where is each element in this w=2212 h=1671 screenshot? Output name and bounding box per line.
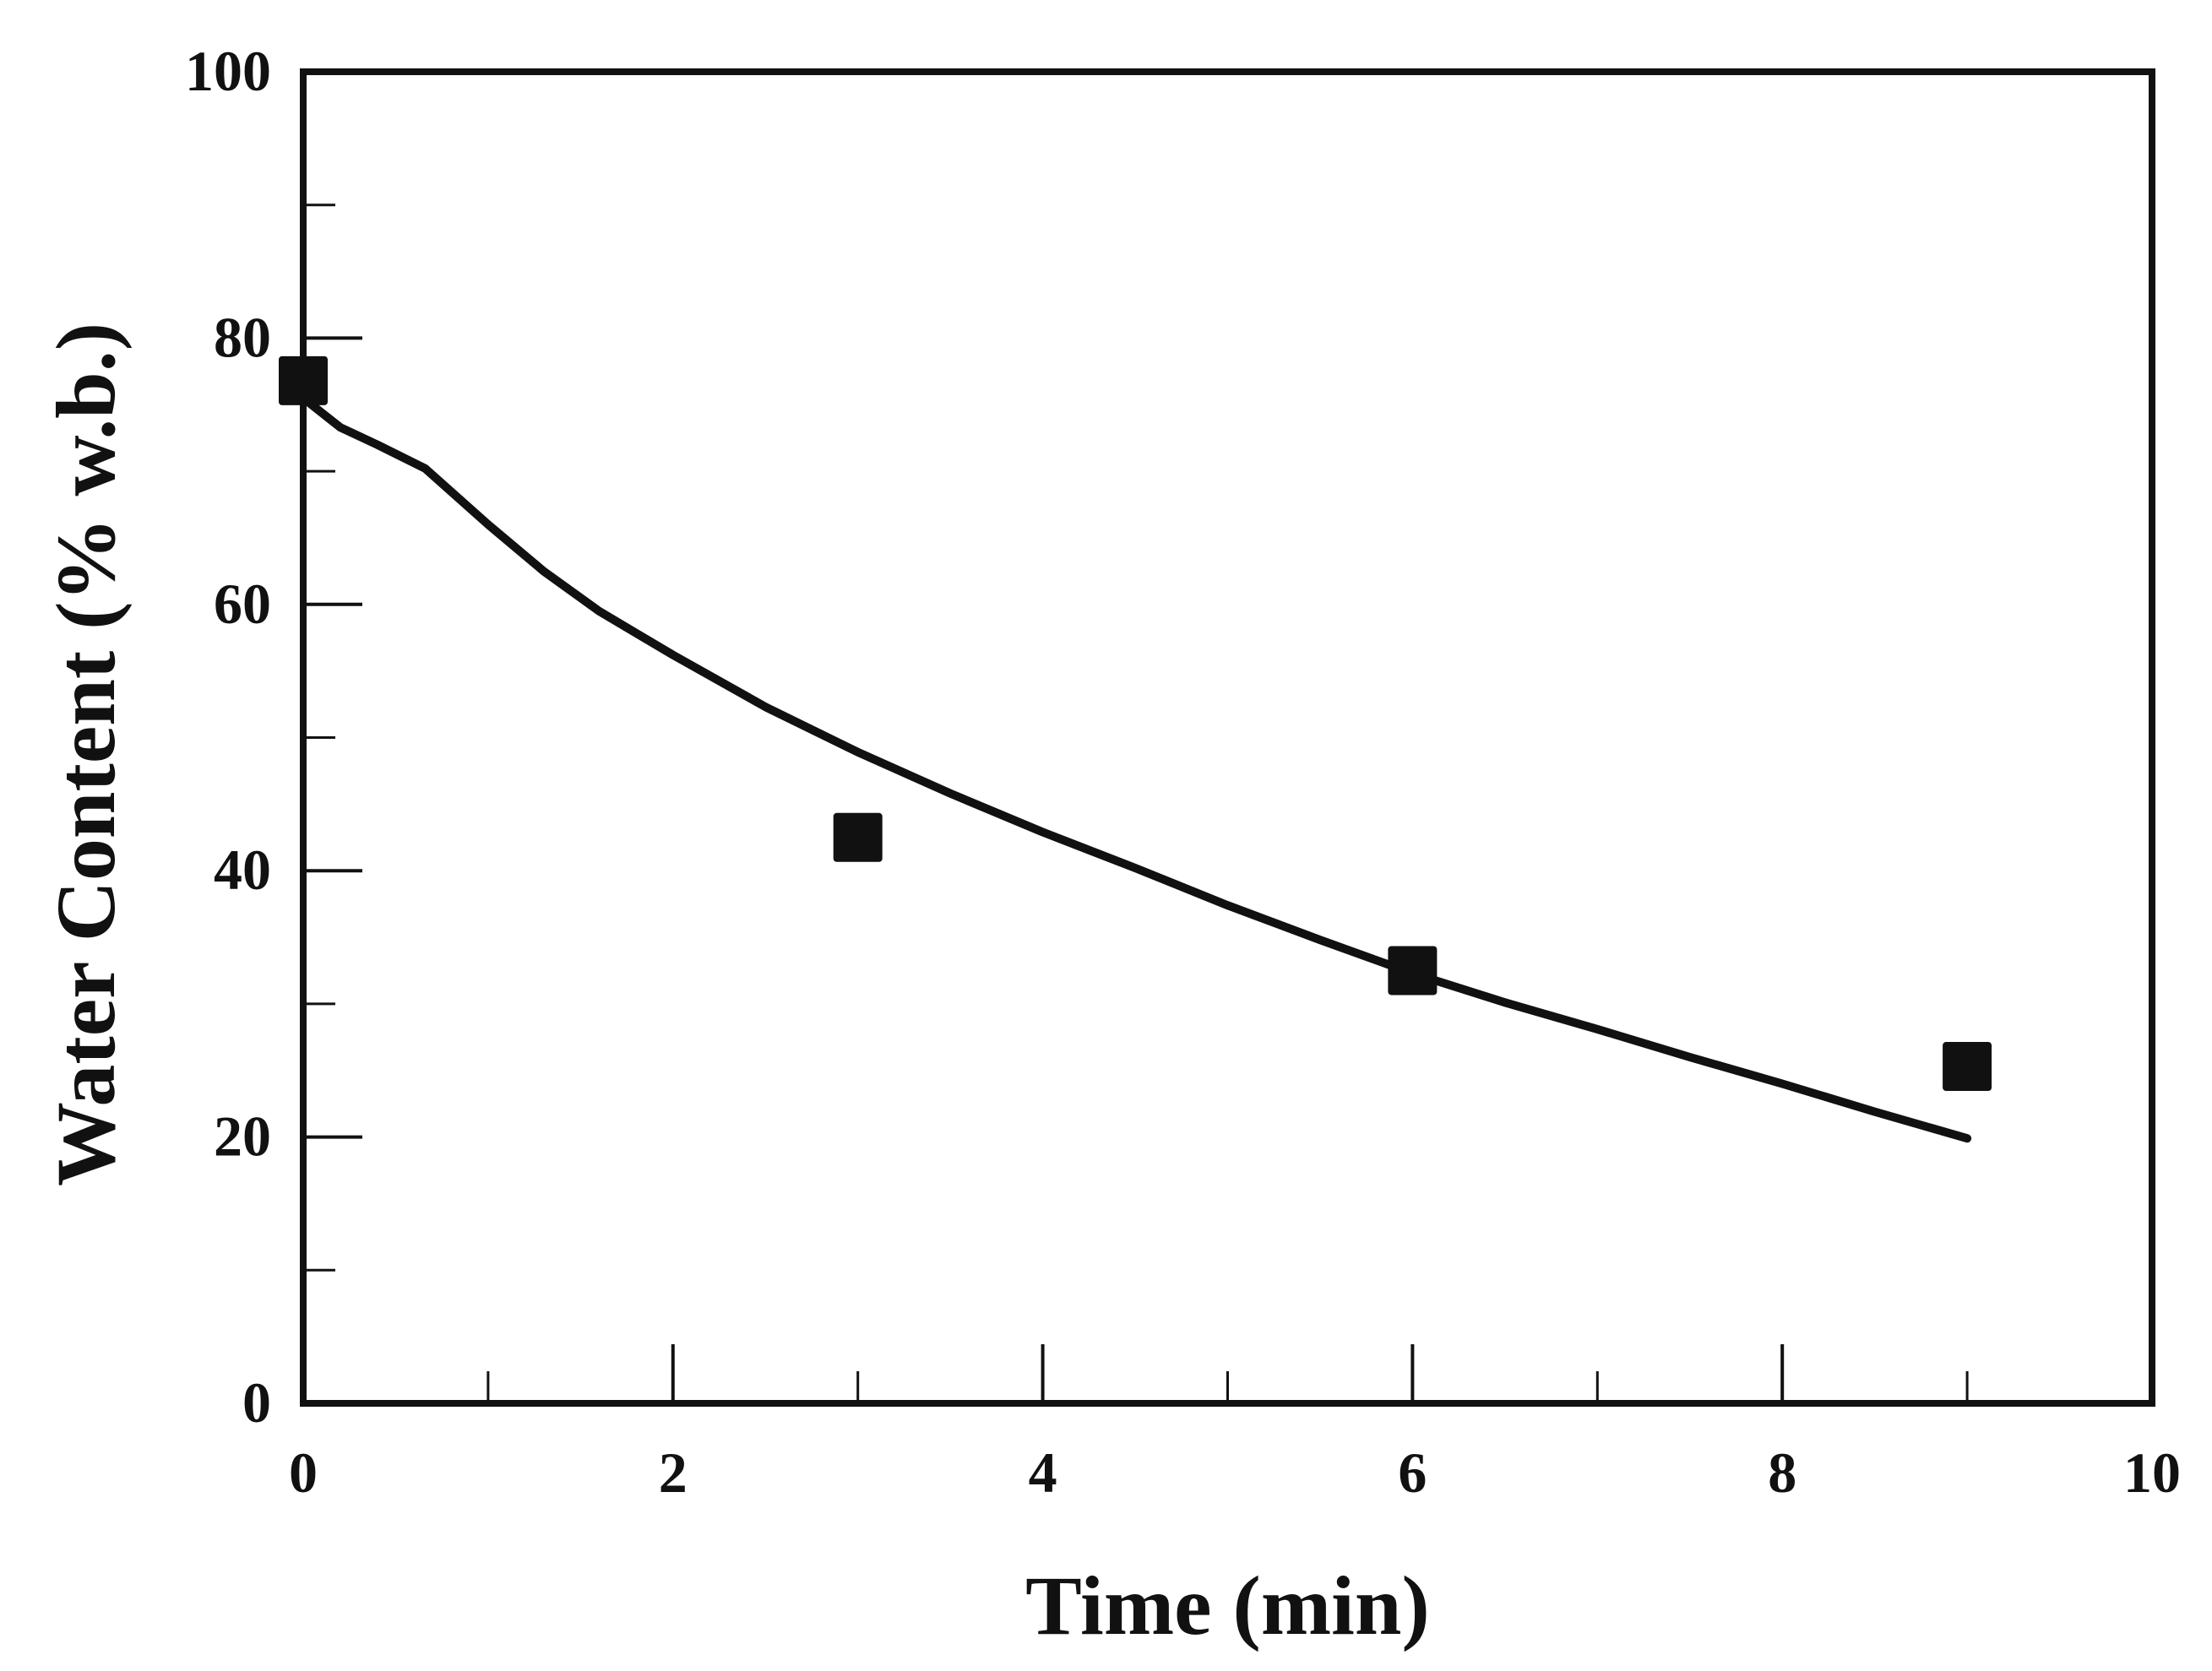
- x-tick-label: 0: [289, 1440, 318, 1505]
- data-point: [1388, 946, 1438, 996]
- y-tick-label: 40: [214, 838, 271, 902]
- y-tick-label: 0: [242, 1370, 271, 1435]
- axis-ticks: [303, 203, 1969, 1403]
- x-tick-label: 4: [1029, 1440, 1057, 1505]
- data-point: [833, 812, 883, 862]
- data-point: [1943, 1042, 1992, 1092]
- fitted-curve: [299, 393, 1972, 1143]
- y-tick-label: 100: [185, 39, 271, 103]
- y-axis-title: Water Content (% w.b.): [39, 323, 133, 1186]
- x-tick-label: 6: [1398, 1440, 1427, 1505]
- x-tick-label: 8: [1768, 1440, 1796, 1505]
- y-tick-label: 80: [214, 305, 271, 369]
- plot-frame: [300, 68, 2155, 1407]
- x-tick-label: 10: [2123, 1440, 2181, 1505]
- data-series: [279, 355, 1992, 1143]
- y-tick-label: 20: [214, 1104, 271, 1169]
- y-tick-label: 60: [214, 572, 271, 636]
- x-tick-label: 2: [659, 1440, 688, 1505]
- x-axis-title: Time (min): [1025, 1559, 1430, 1652]
